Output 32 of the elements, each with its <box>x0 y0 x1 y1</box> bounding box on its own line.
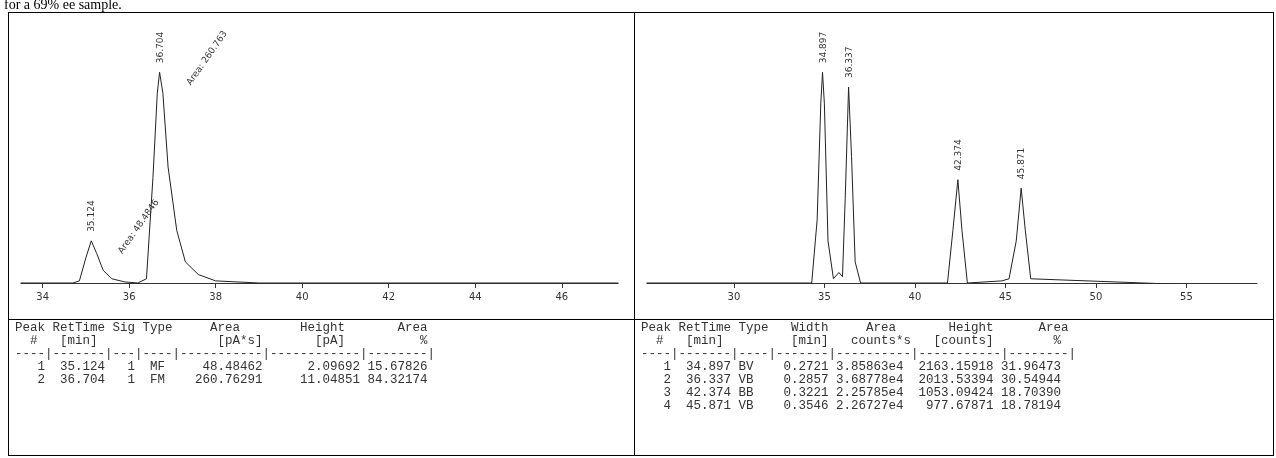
x-tick-label: 42 <box>382 290 396 302</box>
text: ----|-------|---|----|-----------|------------|--------| <box>15 347 436 361</box>
text: # [min] [min] counts*s [counts] % <box>656 334 1062 348</box>
text: ----|-------|----|-------|----------|-----------|--------| <box>641 347 1077 361</box>
annotation: 36.704 <box>154 31 165 64</box>
text: 1 35.124 1 MF 48.48462 2.09692 15.67826 <box>37 360 428 374</box>
x-tick-label: 44 <box>468 290 482 302</box>
text: 2 36.704 1 FM 260.76291 11.04851 84.32174 <box>37 373 428 387</box>
text: # [min] [pA*s] [pA] % <box>30 334 428 348</box>
text: Peak RetTime Sig Type Area Height Area <box>15 321 428 335</box>
text: 4 45.871 VB 0.3546 2.26727e4 977.67871 18.78194 <box>663 399 1062 413</box>
x-tick-label: 36 <box>122 290 136 302</box>
text: 3 42.374 BB 0.3221 2.25785e4 1053.09424 18.70390 <box>663 386 1062 400</box>
annotation: 42.374 <box>952 138 963 171</box>
text: 2 36.337 VB 0.2857 3.68778e4 2013.53394 30.54944 <box>663 373 1062 387</box>
x-tick-label: 40 <box>908 290 922 302</box>
annotation: 36.337 <box>843 46 854 79</box>
x-tick-label: 55 <box>1180 290 1193 302</box>
annotation: 34.897 <box>817 31 828 64</box>
x-tick-label: 38 <box>209 290 223 302</box>
x-tick-label: 46 <box>555 290 569 302</box>
annotation: 45.871 <box>1016 147 1027 180</box>
x-tick-label: 35 <box>818 290 831 302</box>
x-tick-label: 30 <box>727 290 741 302</box>
x-tick-label: 34 <box>36 290 49 302</box>
x-tick-label: 45 <box>999 290 1012 302</box>
annotation: 35.124 <box>86 200 97 232</box>
x-tick-label: 50 <box>1089 290 1103 302</box>
text: for a 69% ee sample. <box>4 0 122 13</box>
text: 1 34.897 BV 0.2721 3.85863e4 2163.15918 31.96473 <box>663 360 1062 374</box>
x-tick-label: 40 <box>295 290 309 302</box>
text: Peak RetTime Type Width Area Height Area <box>641 321 1069 335</box>
